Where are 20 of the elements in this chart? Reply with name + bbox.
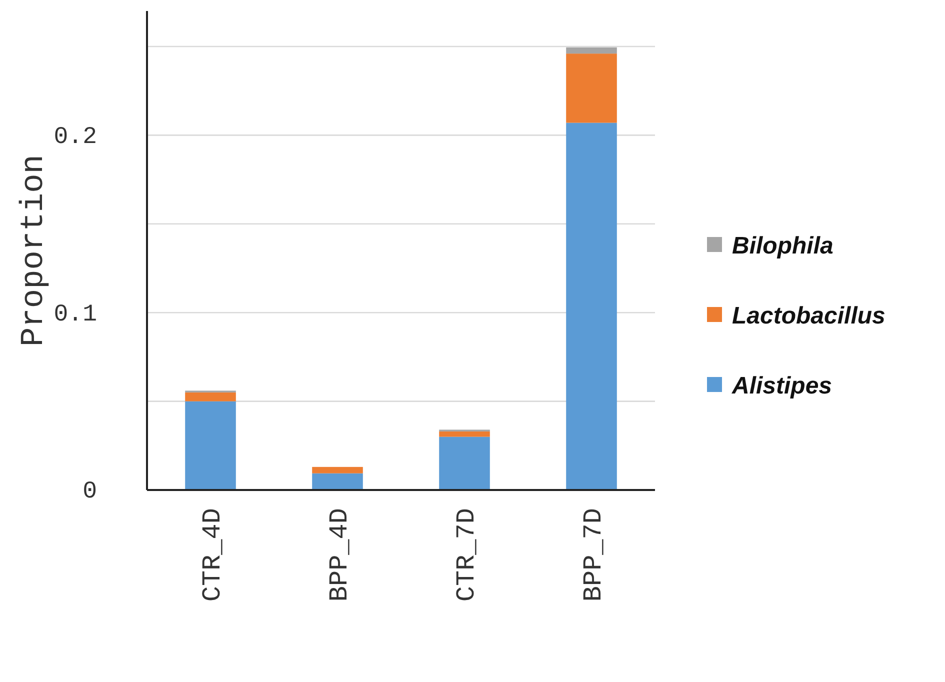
y-tick-label: 0.2 — [54, 124, 97, 151]
y-tick-label: 0.1 — [54, 301, 97, 328]
legend-label: Alistipes — [731, 372, 832, 400]
bar — [566, 47, 617, 54]
x-tick-label: CTR_7D — [452, 508, 482, 602]
x-tick-label: CTR_4D — [198, 508, 228, 602]
bar — [312, 466, 363, 474]
bar — [566, 122, 617, 490]
bar — [312, 473, 363, 490]
bar — [566, 54, 617, 123]
legend-label: Bilophila — [732, 232, 834, 260]
legend-label: Lactobacillus — [732, 302, 886, 330]
bar — [439, 431, 490, 437]
bar — [185, 401, 236, 490]
y-tick-label: 0 — [82, 478, 97, 506]
bar — [439, 436, 490, 490]
y-axis-title: Proportion — [15, 154, 52, 347]
x-tick-label: BPP_7D — [578, 508, 609, 602]
x-tick-label: BPP_4D — [324, 508, 355, 602]
bar — [185, 392, 236, 402]
